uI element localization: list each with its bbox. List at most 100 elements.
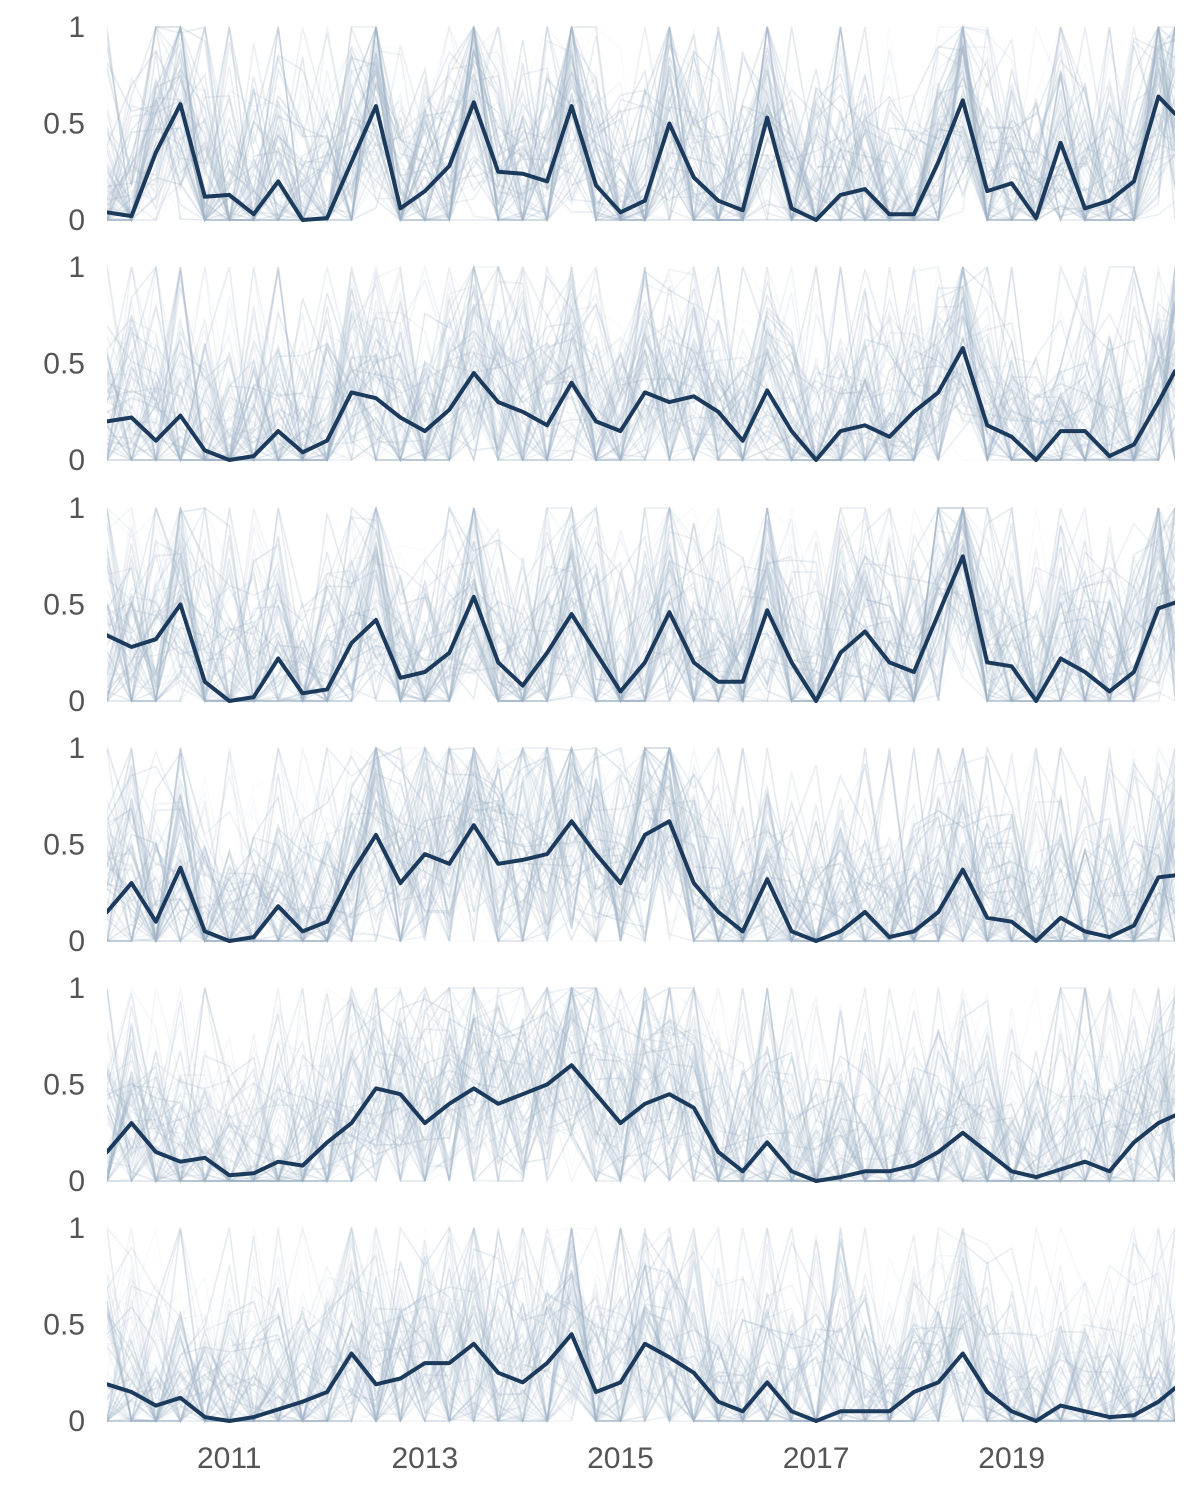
ensemble-line <box>107 26 1175 222</box>
ensemble-line <box>107 1253 1175 1423</box>
ensemble-line <box>107 25 1175 222</box>
ensemble-line <box>107 506 1175 703</box>
ensemble-line <box>107 747 1175 943</box>
ensemble-lines <box>107 986 1175 1183</box>
ensemble-line <box>107 746 1175 943</box>
ensemble-line <box>107 747 1175 943</box>
ensemble-line <box>107 1031 1175 1183</box>
ensemble-line <box>107 26 1175 222</box>
ensemble-line <box>107 25 1175 222</box>
ensemble-line <box>107 26 1175 222</box>
ensemble-lines <box>107 1226 1175 1423</box>
ensemble-line <box>107 1226 1175 1423</box>
ensemble-line <box>107 265 1175 462</box>
ensemble-line <box>107 506 1175 703</box>
ensemble-line <box>107 746 1175 943</box>
ensemble-line <box>107 26 1175 222</box>
ensemble-line <box>107 26 1175 222</box>
ensemble-line <box>107 987 1175 1183</box>
ensemble-line <box>107 747 1175 943</box>
ensemble-line <box>107 1227 1175 1422</box>
ensemble-line <box>107 1227 1175 1423</box>
ensemble-line <box>107 516 1175 703</box>
ensemble-line <box>107 987 1175 1183</box>
ensemble-line <box>107 1227 1175 1423</box>
ensemble-line <box>107 298 1175 462</box>
ensemble-line <box>107 747 1175 943</box>
ensemble-line <box>107 1227 1175 1423</box>
ensemble-line <box>107 26 1175 222</box>
ensemble-line <box>107 506 1175 703</box>
ensemble-line <box>107 986 1175 1183</box>
ensemble-line <box>107 266 1175 462</box>
ensemble-line <box>107 25 1175 222</box>
ensemble-line <box>107 507 1175 703</box>
ensemble-line <box>107 26 1175 222</box>
ensemble-line <box>107 518 1175 703</box>
ensemble-line <box>107 507 1175 703</box>
ensemble-line <box>107 987 1175 1183</box>
ensemble-line <box>107 507 1175 703</box>
ensemble-line <box>107 289 1175 462</box>
ensemble-line <box>107 986 1175 1183</box>
ensemble-line <box>107 747 1175 943</box>
ensemble-line <box>107 506 1175 703</box>
ensemble-line <box>107 47 1175 222</box>
ensemble-line <box>107 1244 1175 1423</box>
y-tick-label: 1 <box>68 732 85 765</box>
ensemble-line <box>107 265 1175 462</box>
ensemble-line <box>107 746 1175 943</box>
ensemble-line <box>107 506 1175 703</box>
ensemble-line <box>107 296 1175 462</box>
y-tick-label: 0.5 <box>43 1069 85 1102</box>
ensemble-line <box>107 986 1175 1182</box>
ensemble-line <box>107 986 1175 1183</box>
ensemble-line <box>107 26 1175 222</box>
ensemble-line <box>107 1227 1175 1423</box>
ensemble-line <box>107 1041 1175 1182</box>
ensemble-line <box>107 266 1175 462</box>
ensemble-line <box>107 506 1175 703</box>
ensemble-line <box>107 987 1175 1183</box>
ensemble-line <box>107 986 1175 1183</box>
ensemble-line <box>107 1227 1175 1423</box>
ensemble-line <box>107 1236 1175 1423</box>
ensemble-line <box>107 987 1175 1183</box>
ensemble-line <box>107 507 1175 703</box>
ensemble-line <box>107 986 1175 1183</box>
y-tick-label: 1 <box>68 972 85 1005</box>
ensemble-line <box>107 1226 1175 1423</box>
ensemble-line <box>107 747 1175 943</box>
ensemble-line <box>107 265 1175 462</box>
ensemble-line <box>107 25 1175 222</box>
ensemble-line <box>107 986 1175 1183</box>
ensemble-line <box>107 26 1175 222</box>
panel-1: 00.51 <box>43 11 1175 237</box>
ensemble-line <box>107 1227 1175 1423</box>
ensemble-line <box>107 747 1175 942</box>
y-tick-label: 0 <box>68 1405 85 1438</box>
ensemble-line <box>107 986 1175 1183</box>
panel-5: 00.51 <box>43 972 1175 1198</box>
ensemble-line <box>107 506 1175 703</box>
ensemble-line <box>107 1265 1175 1423</box>
ensemble-line <box>107 26 1175 222</box>
ensemble-line <box>107 26 1175 222</box>
ensemble-line <box>107 265 1175 462</box>
panel-6: 00.51 <box>43 1212 1175 1438</box>
ensemble-line <box>107 746 1175 943</box>
ensemble-line <box>107 751 1175 943</box>
ensemble-line <box>107 518 1175 703</box>
ensemble-line <box>107 1226 1175 1423</box>
ensemble-line <box>107 506 1175 702</box>
ensemble-line <box>107 746 1175 943</box>
ensemble-line <box>107 270 1175 462</box>
ensemble-line <box>107 268 1175 462</box>
ensemble-line <box>107 506 1175 703</box>
ensemble-line <box>107 986 1175 1183</box>
y-tick-label: 1 <box>68 11 85 44</box>
ensemble-line <box>107 278 1175 462</box>
ensemble-line <box>107 266 1175 462</box>
ensemble-line <box>107 993 1175 1183</box>
ensemble-line <box>107 993 1175 1183</box>
